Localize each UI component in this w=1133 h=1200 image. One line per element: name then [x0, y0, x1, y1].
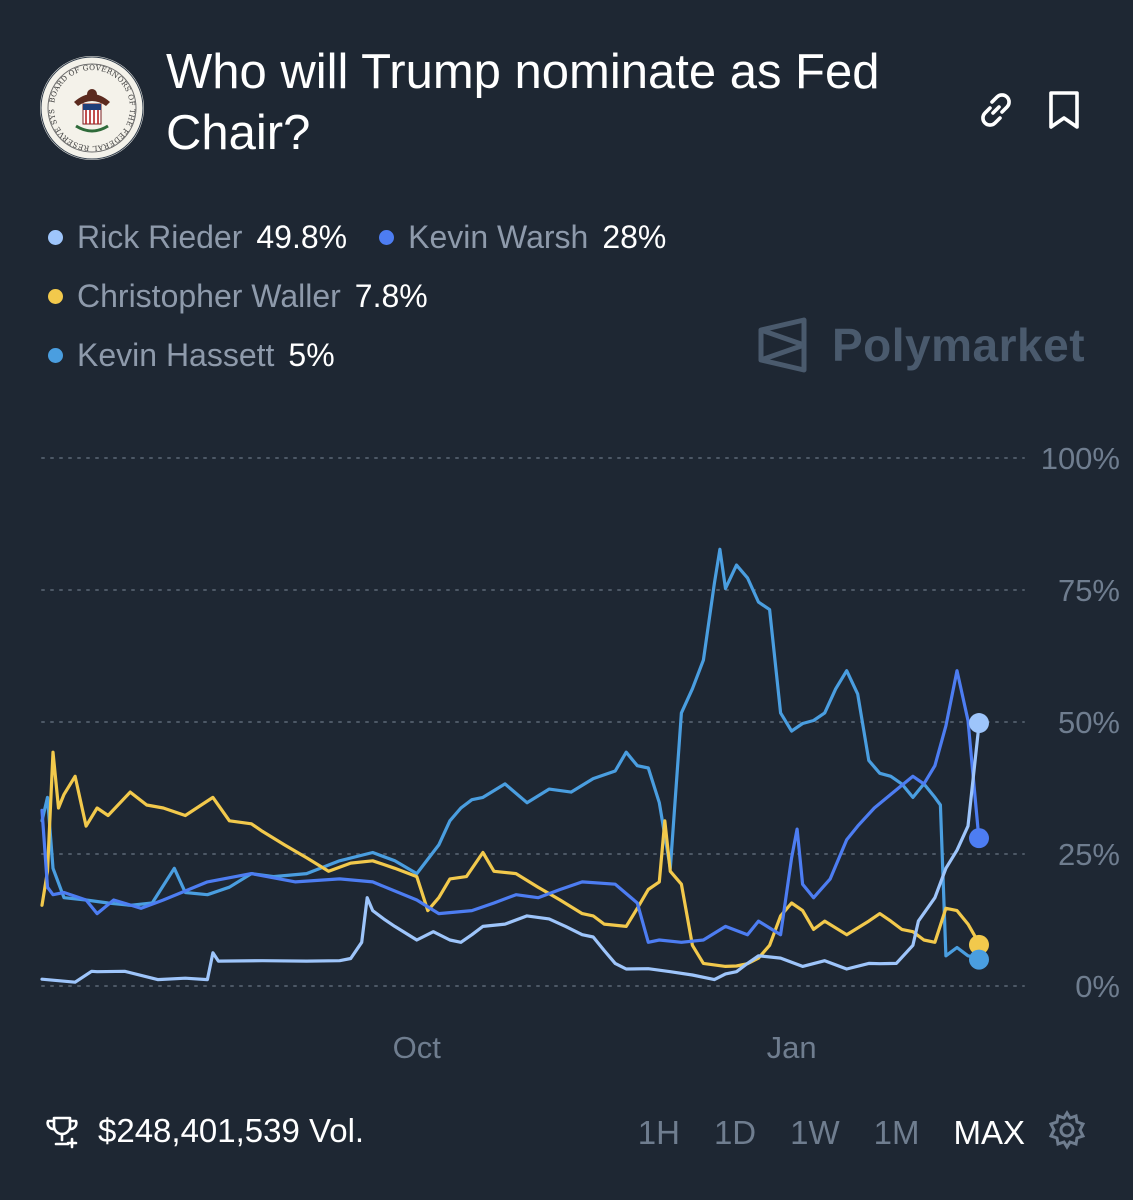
- legend-value: 49.8%: [256, 219, 348, 255]
- fed-seal-logo: BOARD OF GOVERNORS OF THE FEDERAL RESERV…: [40, 56, 144, 160]
- link-icon[interactable]: [972, 86, 1020, 134]
- trophy-icon: [46, 1116, 78, 1149]
- legend-name: Christopher Waller: [77, 278, 341, 314]
- y-tick-label: 100%: [1041, 441, 1120, 476]
- series-line-kevin-warsh: [40, 669, 981, 944]
- series-line-rick-rieder: [40, 723, 981, 984]
- series-line-christopher-waller: [40, 750, 981, 968]
- y-tick-label: 75%: [1058, 573, 1120, 608]
- legend-dot: [48, 348, 63, 363]
- y-tick-label: 25%: [1058, 837, 1120, 872]
- gear-icon[interactable]: [1047, 1110, 1087, 1155]
- legend-item-christopher-waller[interactable]: Christopher Waller 7.8%: [48, 278, 428, 315]
- volume-info: $248,401,539 Vol.: [44, 1112, 364, 1150]
- page-title: Who will Trump nominate as Fed Chair?: [166, 45, 880, 160]
- series-line-kevin-hassett: [40, 547, 981, 960]
- range-1w-button[interactable]: 1W: [790, 1113, 840, 1151]
- legend-item-kevin-hassett[interactable]: Kevin Hassett 5%: [48, 337, 335, 374]
- endpoint-dot-kevin-warsh: [969, 828, 989, 849]
- range-max-button[interactable]: MAX: [953, 1113, 1025, 1151]
- price-history-chart: 100% 75% 50% 25% 0% Oct Jan: [40, 441, 1120, 1065]
- legend-value: 7.8%: [354, 278, 428, 314]
- legend-item-rick-rieder[interactable]: Rick Rieder 49.8%: [48, 219, 347, 256]
- volume-text: $248,401,539 Vol.: [98, 1112, 365, 1149]
- x-tick-label: Jan: [767, 1030, 817, 1065]
- polymarket-logo-icon: [758, 317, 807, 373]
- x-tick-label: Oct: [393, 1030, 442, 1065]
- brand-name: Polymarket: [832, 319, 1086, 371]
- legend-value: 5%: [288, 337, 335, 373]
- endpoint-dot-rick-rieder: [969, 713, 989, 734]
- legend-name: Kevin Warsh: [408, 219, 589, 255]
- polymarket-watermark: Polymarket: [756, 316, 1085, 374]
- time-range-selector: 1H 1D 1W 1M MAX: [604, 1110, 1087, 1155]
- legend-value: 28%: [602, 219, 667, 255]
- y-tick-label: 50%: [1058, 705, 1120, 740]
- chart-legend: Rick Rieder 49.8% Kevin Warsh 28% Christ…: [48, 208, 768, 385]
- y-tick-label: 0%: [1075, 969, 1120, 1004]
- bookmark-icon[interactable]: [1040, 86, 1088, 134]
- endpoint-dot-christopher-waller: [969, 934, 989, 955]
- legend-dot: [379, 230, 395, 245]
- range-1h-button[interactable]: 1H: [637, 1113, 680, 1151]
- legend-name: Rick Rieder: [77, 219, 243, 255]
- chart-footer: $248,401,539 Vol. 1H 1D 1W 1M MAX: [0, 1104, 1133, 1164]
- endpoint-dot-kevin-hassett: [969, 949, 989, 970]
- legend-dot: [48, 230, 63, 245]
- range-1d-button[interactable]: 1D: [713, 1113, 757, 1151]
- legend-item-kevin-warsh[interactable]: Kevin Warsh 28%: [379, 219, 666, 256]
- legend-dot: [48, 289, 63, 304]
- range-1m-button[interactable]: 1M: [873, 1113, 920, 1151]
- legend-name: Kevin Hassett: [77, 337, 275, 373]
